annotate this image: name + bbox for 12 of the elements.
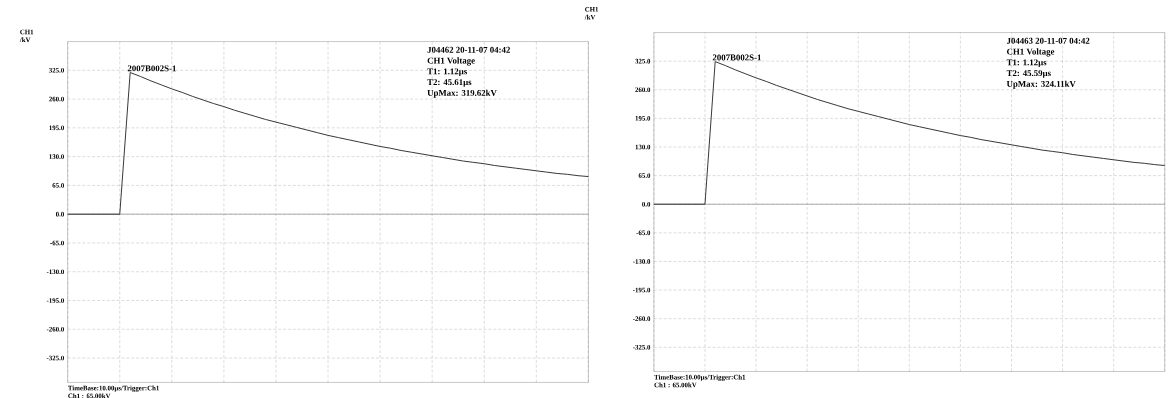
annotation: CH1 Voltage bbox=[1007, 48, 1055, 57]
annotation: J04463 20-11-07 04:42 bbox=[1006, 37, 1090, 44]
annotation: UpMax: 319.62kV bbox=[427, 89, 497, 98]
annotation: T2: 45.59µs bbox=[1006, 70, 1051, 78]
annotation: 2007B002S-1 bbox=[712, 54, 761, 61]
annotation: 2007B002S-1 bbox=[127, 65, 176, 72]
annotation: CH1 Voltage bbox=[427, 57, 475, 66]
annotation: J04462 20-11-07 04:42 bbox=[427, 46, 510, 53]
annotation: UpMax: 324.11kV bbox=[1006, 80, 1076, 89]
annotation: T2: 45.61µs bbox=[427, 79, 472, 87]
annotation: T1: 1.12µs bbox=[1006, 59, 1047, 67]
annotation: T1: 1.12µs bbox=[427, 68, 467, 76]
